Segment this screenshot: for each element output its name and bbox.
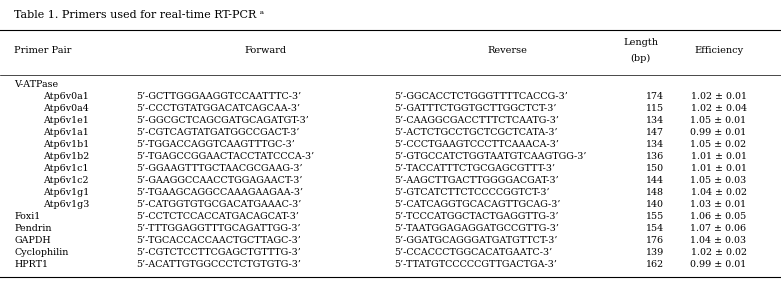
Text: Atp6v1b2: Atp6v1b2 <box>43 152 89 161</box>
Text: 147: 147 <box>646 128 664 137</box>
Text: 5’-GGCACCTCTGGGTTTTCACCG-3’: 5’-GGCACCTCTGGGTTTTCACCG-3’ <box>394 92 568 101</box>
Text: 115: 115 <box>646 104 664 113</box>
Text: 5’-CATGGTGTGCGACATGAAAC-3’: 5’-CATGGTGTGCGACATGAAAC-3’ <box>137 200 302 209</box>
Text: 5’-ACATTGTGGCCCTCTGTGTG-3’: 5’-ACATTGTGGCCCTCTGTGTG-3’ <box>137 260 301 269</box>
Text: Atp6v0a1: Atp6v0a1 <box>43 92 89 101</box>
Text: 150: 150 <box>646 164 664 173</box>
Text: 5’-TAATGGAGAGGATGCCGTTG-3’: 5’-TAATGGAGAGGATGCCGTTG-3’ <box>394 224 559 233</box>
Text: 5’-GGATGCAGGGATGATGTTCT-3’: 5’-GGATGCAGGGATGATGTTCT-3’ <box>394 236 558 245</box>
Text: 1.01 ± 0.01: 1.01 ± 0.01 <box>690 164 747 173</box>
Text: 5’-GAAGGCCAACCTGGAGAACT-3’: 5’-GAAGGCCAACCTGGAGAACT-3’ <box>137 176 303 185</box>
Text: 154: 154 <box>646 224 664 233</box>
Text: Forward: Forward <box>244 46 287 55</box>
Text: 134: 134 <box>646 140 664 149</box>
Text: 155: 155 <box>646 212 664 221</box>
Text: Cyclophilin: Cyclophilin <box>14 248 69 257</box>
Text: 5’-TGCACCACCAACTGCTTAGC-3’: 5’-TGCACCACCAACTGCTTAGC-3’ <box>137 236 301 245</box>
Text: (bp): (bp) <box>630 53 651 63</box>
Text: Table 1. Primers used for real-time RT-PCR ᵃ: Table 1. Primers used for real-time RT-P… <box>14 10 264 20</box>
Text: 0.99 ± 0.01: 0.99 ± 0.01 <box>690 260 747 269</box>
Text: 5’-GGAAGTTTGCTAACGCGAAG-3’: 5’-GGAAGTTTGCTAACGCGAAG-3’ <box>137 164 303 173</box>
Text: Length: Length <box>623 38 658 47</box>
Text: 1.06 ± 0.05: 1.06 ± 0.05 <box>690 212 747 221</box>
Text: 139: 139 <box>646 248 664 257</box>
Text: Foxi1: Foxi1 <box>14 212 41 221</box>
Text: Atp6v1c2: Atp6v1c2 <box>43 176 88 185</box>
Text: 1.02 ± 0.01: 1.02 ± 0.01 <box>690 92 747 101</box>
Text: Atp6v1b1: Atp6v1b1 <box>43 140 89 149</box>
Text: 134: 134 <box>646 116 664 125</box>
Text: 5’-TCCCATGGCTACTGAGGTTG-3’: 5’-TCCCATGGCTACTGAGGTTG-3’ <box>394 212 559 221</box>
Text: 5’-ACTCTGCCTGCTCGCTCATA-3’: 5’-ACTCTGCCTGCTCGCTCATA-3’ <box>394 128 558 137</box>
Text: 5’-CCCTGAAGTCCCTTCAAACA-3’: 5’-CCCTGAAGTCCCTTCAAACA-3’ <box>394 140 559 149</box>
Text: 1.05 ± 0.02: 1.05 ± 0.02 <box>690 140 747 149</box>
Text: 136: 136 <box>646 152 664 161</box>
Text: V-ATPase: V-ATPase <box>14 80 58 89</box>
Text: 5’-TGAAGCAGGCCAAAGAAGAA-3’: 5’-TGAAGCAGGCCAAAGAAGAA-3’ <box>137 188 304 197</box>
Text: 1.02 ± 0.02: 1.02 ± 0.02 <box>690 248 747 257</box>
Text: 5’-TTATGTCCCCCGTTGACTGA-3’: 5’-TTATGTCCCCCGTTGACTGA-3’ <box>394 260 558 269</box>
Text: 1.04 ± 0.02: 1.04 ± 0.02 <box>690 188 747 197</box>
Text: 5’-CCTCTCCACCATGACAGCAT-3’: 5’-CCTCTCCACCATGACAGCAT-3’ <box>137 212 300 221</box>
Text: Reverse: Reverse <box>487 46 528 55</box>
Text: Atp6v1g3: Atp6v1g3 <box>43 200 89 209</box>
Text: Pendrin: Pendrin <box>14 224 52 233</box>
Text: 5’-GATTTCTGGTGCTTGGCTCT-3’: 5’-GATTTCTGGTGCTTGGCTCT-3’ <box>394 104 557 113</box>
Text: 1.05 ± 0.01: 1.05 ± 0.01 <box>690 116 747 125</box>
Text: Atp6v1g1: Atp6v1g1 <box>43 188 89 197</box>
Text: 5’-TGGACCAGGTCAAGTTTGC-3’: 5’-TGGACCAGGTCAAGTTTGC-3’ <box>137 140 295 149</box>
Text: 5’-TACCATTTCTGCGAGCGTTT-3’: 5’-TACCATTTCTGCGAGCGTTT-3’ <box>394 164 555 173</box>
Text: Atp6v1a1: Atp6v1a1 <box>43 128 89 137</box>
Text: 174: 174 <box>646 92 664 101</box>
Text: Primer Pair: Primer Pair <box>14 46 71 55</box>
Text: 5’-TGAGCCGGAACTACCTATCCCA-3’: 5’-TGAGCCGGAACTACCTATCCCA-3’ <box>137 152 315 161</box>
Text: 5’-GTGCCATCTGGTAATGTCAAGTGG-3’: 5’-GTGCCATCTGGTAATGTCAAGTGG-3’ <box>394 152 587 161</box>
Text: GAPDH: GAPDH <box>14 236 51 245</box>
Text: HPRT1: HPRT1 <box>14 260 48 269</box>
Text: 5’-AAGCTTGACTTGGGGACGAT-3’: 5’-AAGCTTGACTTGGGGACGAT-3’ <box>394 176 559 185</box>
Text: Atp6v0a4: Atp6v0a4 <box>43 104 89 113</box>
Text: 162: 162 <box>646 260 664 269</box>
Text: 148: 148 <box>646 188 664 197</box>
Text: Efficiency: Efficiency <box>694 46 743 55</box>
Text: 144: 144 <box>646 176 664 185</box>
Text: 5’-GTCATCTTCTCCCCGGTCT-3’: 5’-GTCATCTTCTCCCCGGTCT-3’ <box>394 188 550 197</box>
Text: 1.04 ± 0.03: 1.04 ± 0.03 <box>690 236 747 245</box>
Text: 1.05 ± 0.03: 1.05 ± 0.03 <box>690 176 747 185</box>
Text: 140: 140 <box>646 200 664 209</box>
Text: 5’-CCACCCTGGCACATGAATC-3’: 5’-CCACCCTGGCACATGAATC-3’ <box>394 248 552 257</box>
Text: 176: 176 <box>646 236 664 245</box>
Text: 1.03 ± 0.01: 1.03 ± 0.01 <box>690 200 747 209</box>
Text: 1.07 ± 0.06: 1.07 ± 0.06 <box>690 224 747 233</box>
Text: 5’-CATCAGGTGCACAGTTGCAG-3’: 5’-CATCAGGTGCACAGTTGCAG-3’ <box>394 200 561 209</box>
Text: 5’-GCTTGGGAAGGTCCAATTTC-3’: 5’-GCTTGGGAAGGTCCAATTTC-3’ <box>137 92 301 101</box>
Text: 5’-CAAGGCGACCTTTCTCAATG-3’: 5’-CAAGGCGACCTTTCTCAATG-3’ <box>394 116 559 125</box>
Text: 1.02 ± 0.04: 1.02 ± 0.04 <box>690 104 747 113</box>
Text: 5’-CCCTGTATGGACATCAGCAA-3’: 5’-CCCTGTATGGACATCAGCAA-3’ <box>137 104 301 113</box>
Text: 0.99 ± 0.01: 0.99 ± 0.01 <box>690 128 747 137</box>
Text: 5’-GGCGCTCAGCGATGCAGATGT-3’: 5’-GGCGCTCAGCGATGCAGATGT-3’ <box>137 116 309 125</box>
Text: 5’-CGTCTCCTTCGAGCTGTTTG-3’: 5’-CGTCTCCTTCGAGCTGTTTG-3’ <box>137 248 301 257</box>
Text: Atp6v1c1: Atp6v1c1 <box>43 164 88 173</box>
Text: 5’-CGTCAGTATGATGGCCGACT-3’: 5’-CGTCAGTATGATGGCCGACT-3’ <box>137 128 300 137</box>
Text: Atp6v1e1: Atp6v1e1 <box>43 116 89 125</box>
Text: 1.01 ± 0.01: 1.01 ± 0.01 <box>690 152 747 161</box>
Text: 5’-TTTGGAGGTTTGCAGATTGG-3’: 5’-TTTGGAGGTTTGCAGATTGG-3’ <box>137 224 301 233</box>
